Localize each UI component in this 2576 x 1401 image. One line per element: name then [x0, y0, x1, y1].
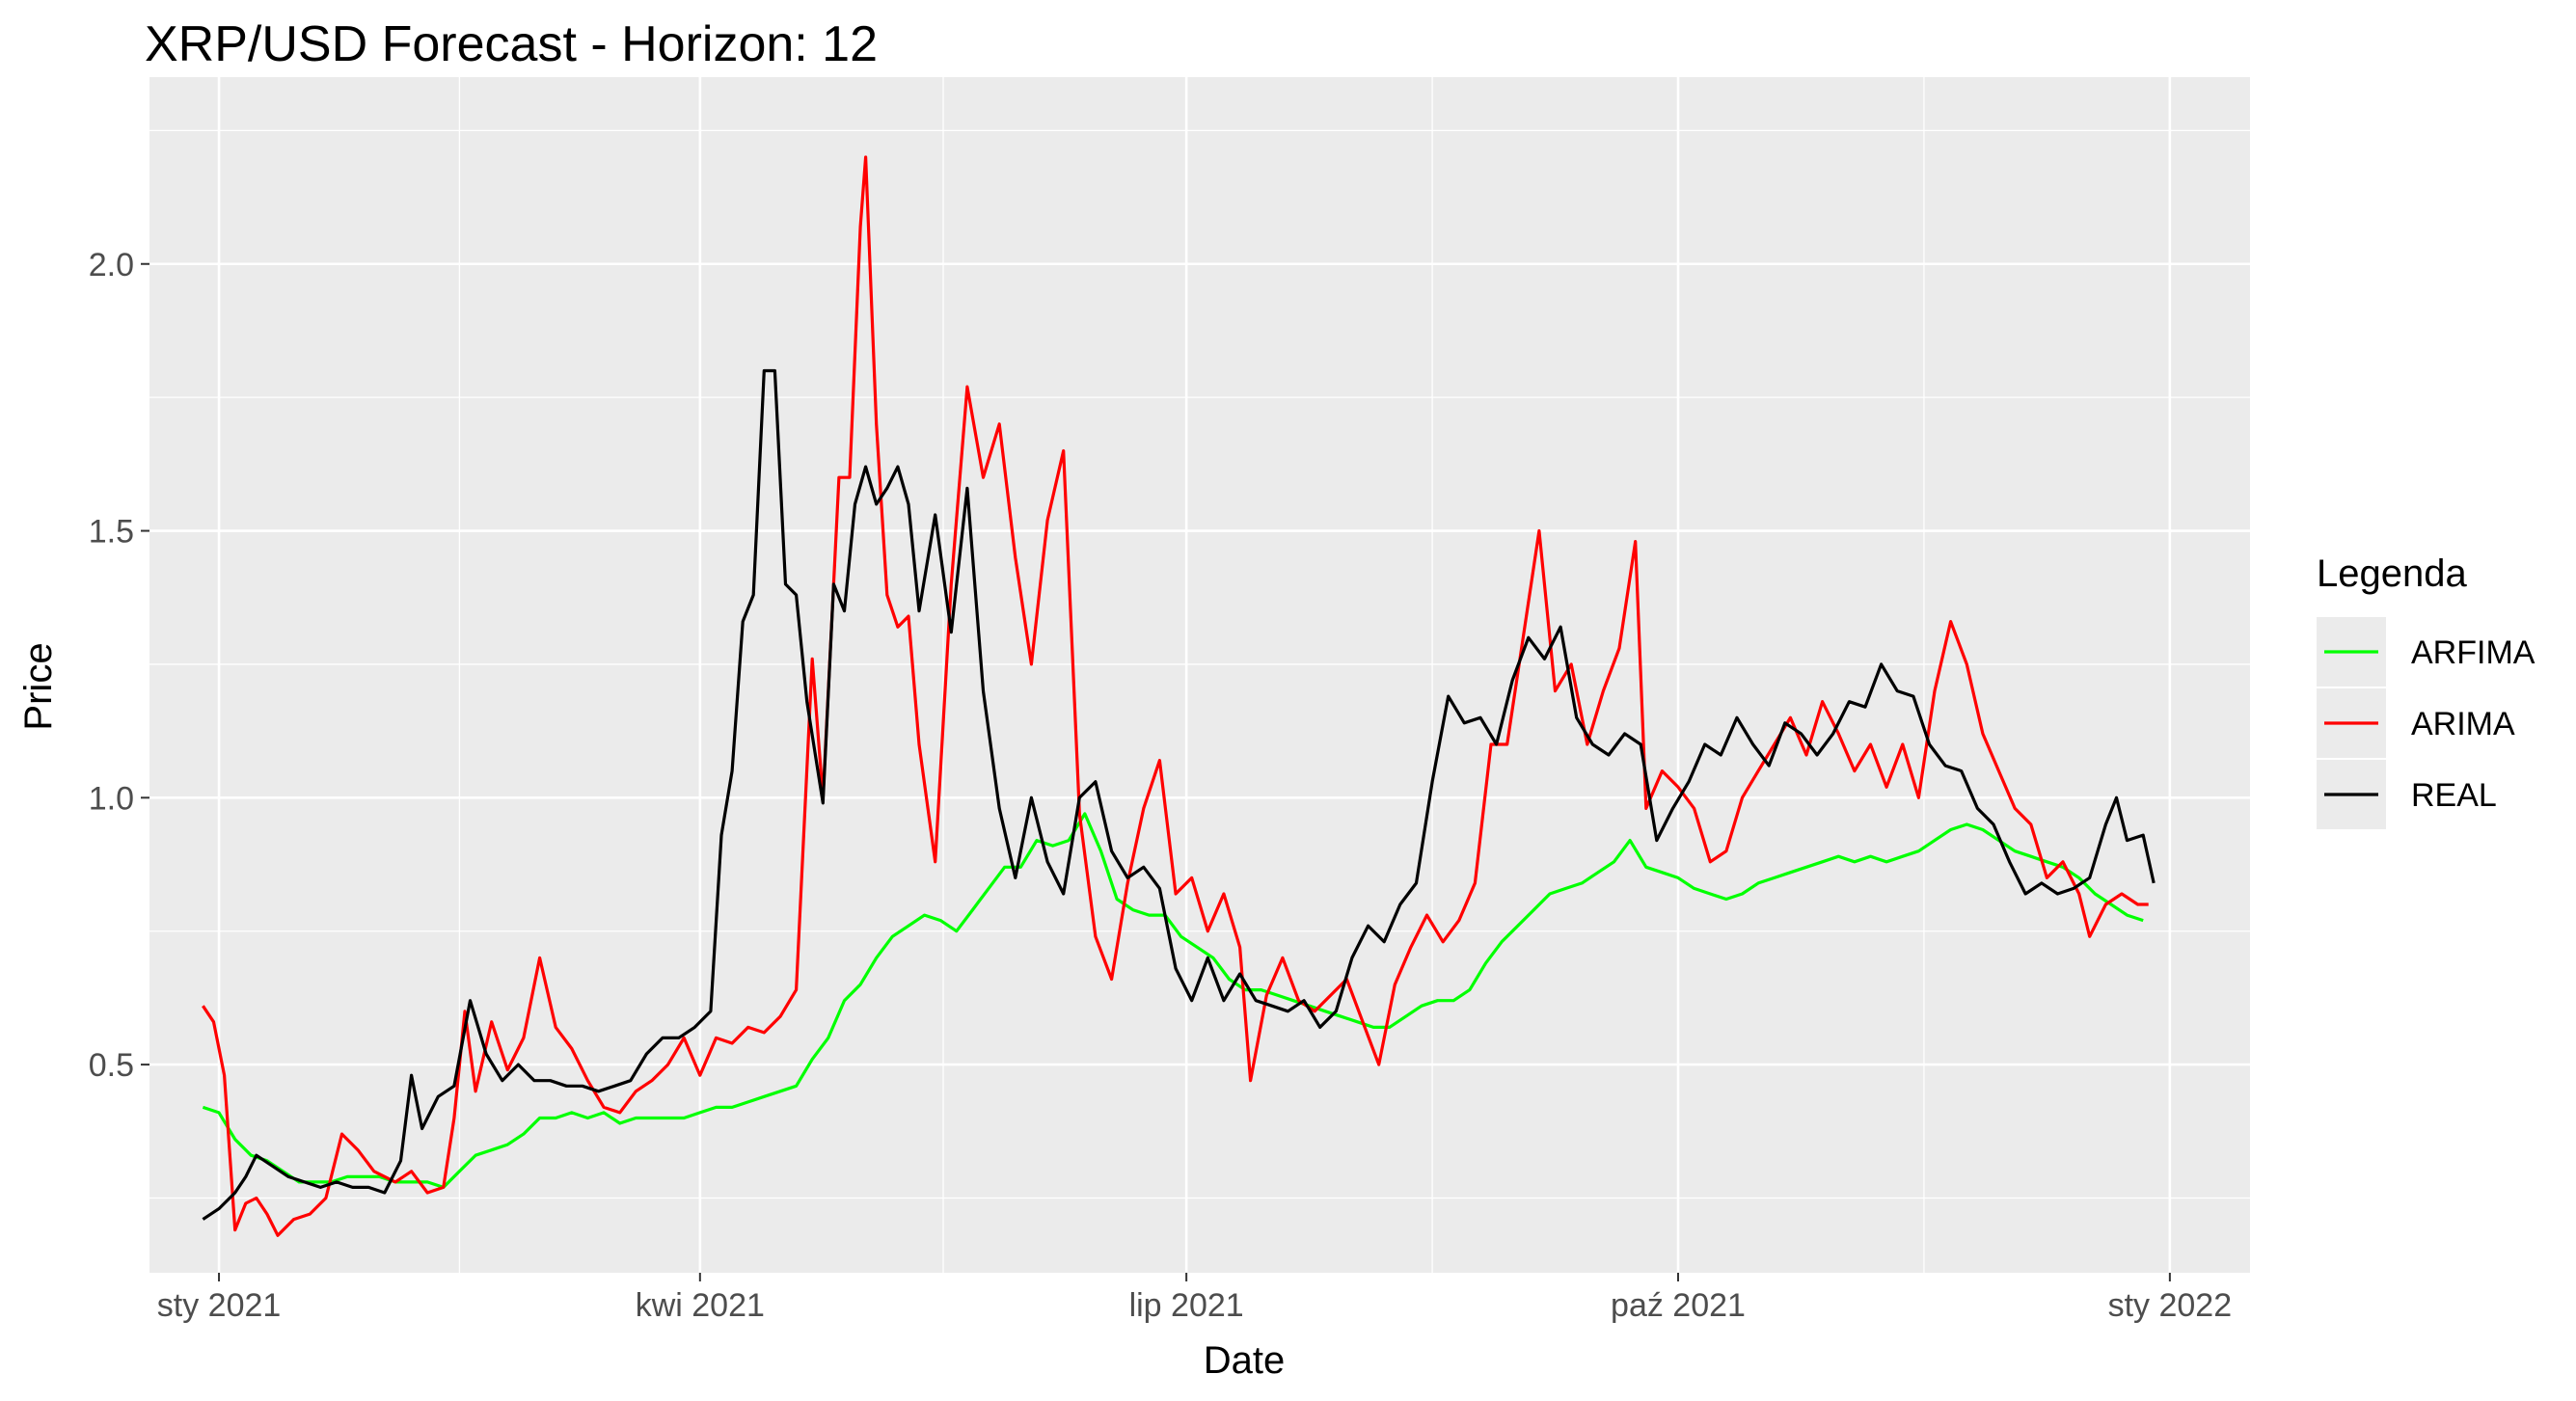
x-tick-label: lip 2021	[1129, 1287, 1244, 1324]
x-tick-label: paź 2021	[1611, 1287, 1746, 1324]
plot-area	[149, 77, 2250, 1273]
x-tick-label: kwi 2021	[636, 1287, 765, 1324]
plot-background	[149, 77, 2250, 1273]
legend-label-arima: ARIMA	[2411, 706, 2515, 742]
legend-keys: ARFIMA ARIMA REAL	[2317, 617, 2535, 829]
y-axis-title: Price	[17, 642, 60, 730]
series-line-arima	[202, 155, 2149, 1237]
x-tick-label: sty 2022	[2108, 1287, 2233, 1324]
chart-title: XRP/USD Forecast - Horizon: 12	[145, 16, 878, 72]
legend-label-arfima: ARFIMA	[2411, 634, 2535, 671]
x-axis: sty 2021 kwi 2021 lip 2021 paź 2021 sty 2022	[157, 1273, 2232, 1324]
y-tick-label: 0.5	[89, 1047, 134, 1084]
y-tick-label: 1.0	[89, 780, 134, 817]
series-line-real	[202, 368, 2156, 1221]
legend-title: Legenda	[2317, 552, 2467, 595]
legend-label-real: REAL	[2411, 777, 2497, 814]
y-tick-label: 1.5	[89, 514, 134, 551]
x-tick-label: sty 2021	[157, 1287, 282, 1324]
x-axis-title: Date	[1204, 1339, 1286, 1382]
y-axis: 0.5 1.0 1.5 2.0	[89, 247, 149, 1084]
series-line-arfima	[202, 812, 2144, 1189]
y-tick-label: 2.0	[89, 247, 134, 283]
legend: Legenda ARFIMA ARIMA REAL	[2317, 552, 2535, 829]
